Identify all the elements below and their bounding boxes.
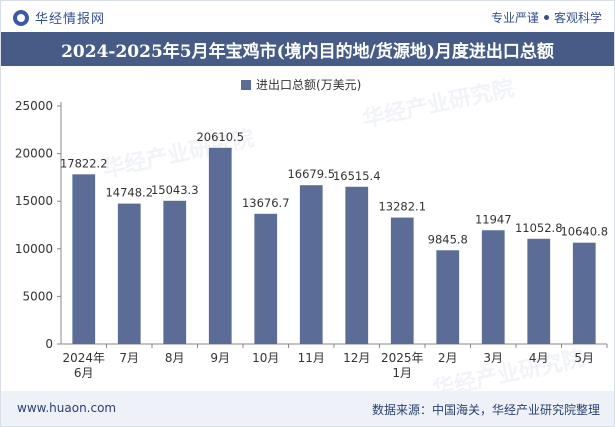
bar: [572, 242, 596, 344]
data-label: 11947: [475, 212, 512, 226]
data-label: 10640.8: [560, 225, 608, 239]
bar: [254, 213, 278, 344]
y-tick-label: 25000: [15, 99, 53, 113]
bar: [390, 217, 414, 344]
x-tick-label: 5月: [574, 351, 594, 365]
x-tick-label: 10月: [252, 351, 279, 365]
axes: 0 5000 10000 15000 20000 25000: [15, 99, 608, 351]
y-tick-label: 0: [45, 337, 53, 351]
data-label: 16515.4: [333, 169, 381, 183]
chart-title: 2024-2025年5月年宝鸡市(境内目的地/货源地)月度进出口总额: [61, 41, 554, 62]
x-tick-label: 12月: [343, 351, 370, 365]
data-label: 11052.8: [515, 221, 563, 235]
data-label: 9845.8: [428, 232, 468, 246]
bar: [299, 185, 323, 344]
data-label: 13282.1: [378, 200, 426, 214]
bar: [436, 250, 460, 344]
brand[interactable]: 华经情报网: [13, 8, 105, 27]
tagline: 专业严谨 客观科学: [491, 9, 602, 26]
bar: [345, 186, 369, 344]
logo-icon: [13, 9, 29, 26]
x-tick-label: 3月: [483, 351, 503, 365]
y-tick-label: 5000: [22, 289, 53, 303]
footer: www.huaon.com 数据来源：中国海关，华经产业研究院整理: [1, 391, 614, 426]
bar: [117, 203, 141, 344]
legend-label: 进出口总额(万美元): [256, 78, 361, 92]
bar: [72, 174, 96, 344]
bar: [208, 147, 232, 344]
x-tick-label: 11月: [298, 351, 325, 365]
bar: [481, 230, 505, 344]
top-bar: 华经情报网 专业严谨 客观科学: [1, 1, 614, 31]
bars: [72, 147, 596, 344]
bar: [163, 200, 187, 344]
y-tick-label: 10000: [15, 242, 53, 256]
data-label: 16679.5: [287, 167, 335, 181]
x-tick-label: 7月: [119, 351, 139, 365]
legend: 进出口总额(万美元): [241, 78, 361, 92]
title-bar: 2024-2025年5月年宝鸡市(境内目的地/货源地)月度进出口总额: [1, 32, 614, 66]
x-tick-label: 2024年: [62, 351, 105, 365]
data-label: 17822.2: [60, 156, 108, 170]
y-tick-label: 15000: [15, 194, 53, 208]
data-label: 14748.2: [105, 186, 153, 200]
legend-swatch: [241, 80, 251, 90]
data-label: 13676.7: [242, 196, 290, 210]
brand-name: 华经情报网: [35, 12, 106, 27]
x-tick-label: 2025年: [381, 351, 424, 365]
bar-chart: 进出口总额(万美元) 0 5000 10000 15000 20000 25000 178…: [15, 78, 608, 380]
x-tick-label: 9月: [210, 351, 230, 365]
data-label: 20610.5: [196, 130, 244, 144]
x-tick-label: 1月: [392, 366, 412, 380]
y-tick-label: 20000: [15, 147, 53, 161]
tagline-left: 专业严谨: [490, 11, 539, 25]
tagline-right: 客观科学: [553, 11, 602, 25]
x-tick-label: 2月: [438, 351, 458, 365]
bullet-icon: [543, 15, 549, 20]
x-tick-label: 8月: [165, 351, 185, 365]
data-source: 数据来源：中国海关，华经产业研究院整理: [371, 403, 600, 417]
x-tick-label: 4月: [529, 351, 549, 365]
data-label: 15043.3: [151, 183, 199, 197]
site-url[interactable]: www.huaon.com: [17, 401, 117, 415]
x-tick-label: 6月: [74, 366, 94, 380]
bar: [527, 238, 551, 344]
